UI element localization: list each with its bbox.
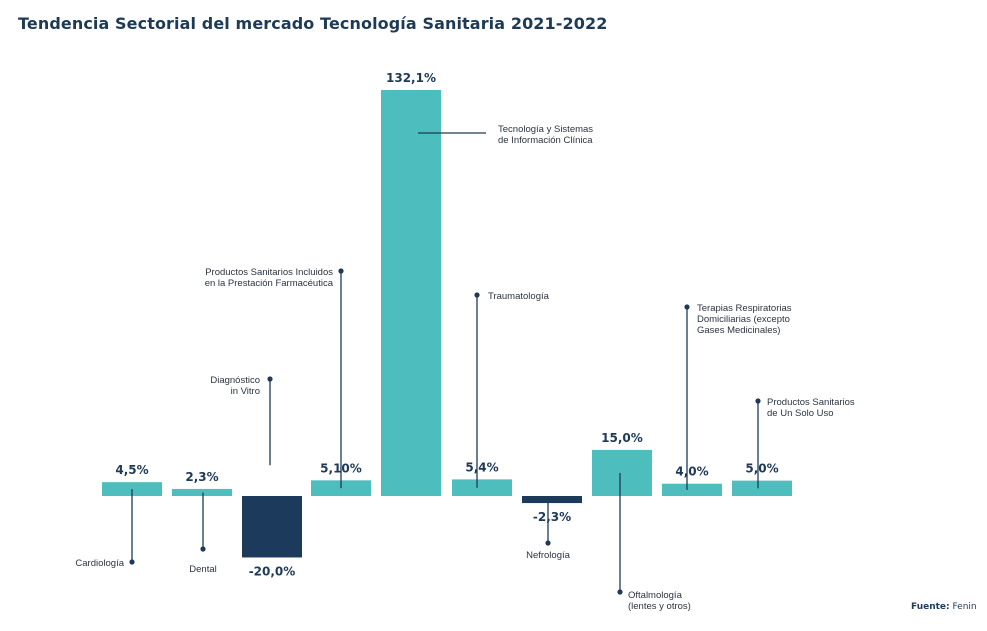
leader-dot [267, 376, 273, 382]
leader-dot [617, 589, 623, 595]
category-label-line: Nefrología [526, 550, 571, 561]
category-label-line: in Vitro [231, 386, 260, 397]
category-label-line: Terapias Respiratorias [697, 303, 792, 314]
category-label-line: Productos Sanitarios Incluidos [205, 267, 333, 278]
data-label: 2,3% [185, 470, 218, 484]
category-label-line: (lentes y otros) [628, 601, 691, 612]
category-label-line: Diagnóstico [210, 375, 260, 386]
data-label: 132,1% [386, 71, 436, 85]
category-label: Terapias Respiratorias Domiciliarias (exc… [697, 303, 792, 336]
bar [172, 488, 232, 496]
source-label: Fuente: [911, 602, 950, 612]
bar [522, 496, 582, 504]
bar [381, 90, 441, 496]
source-note: Fuente: Fenin [911, 602, 977, 612]
leader-dot [684, 304, 690, 310]
data-label: 5,0% [745, 462, 778, 476]
bar [242, 496, 302, 558]
category-label-line: Traumatología [488, 291, 550, 302]
data-label: 4,0% [675, 465, 708, 479]
leader-dot [200, 546, 206, 552]
leader-dot [755, 398, 761, 404]
category-label: Tecnología y Sistemas de Información Clín… [498, 124, 593, 146]
category-label: Diagnóstico in Vitro [210, 375, 260, 397]
data-label: 5,4% [465, 460, 498, 474]
category-label-line: Cardiología [75, 558, 124, 569]
chart-title: Tendencia Sectorial del mercado Tecnolog… [18, 14, 608, 33]
category-label-line: en la Prestación Farmacéutica [205, 278, 334, 289]
category-label: Productos Sanitarios Incluidos en la Pres… [205, 267, 334, 289]
category-label-line: de Información Clínica [498, 135, 593, 146]
data-label: -2,3% [533, 510, 571, 524]
category-label: Nefrología [526, 550, 571, 561]
bar [662, 483, 722, 496]
leader-dot [545, 540, 551, 546]
bar [732, 480, 792, 496]
category-label: Cardiología [75, 558, 124, 569]
leader-dot [129, 559, 135, 565]
category-label-line: Tecnología y Sistemas [498, 124, 593, 135]
category-label: Oftalmología (lentes y otros) [628, 590, 691, 612]
category-label-line: Dental [189, 564, 216, 575]
category-label-line: de Un Solo Uso [767, 408, 834, 419]
category-label: Productos Sanitarios de Un Solo Uso [767, 397, 855, 419]
category-label-line: Oftalmología [628, 590, 683, 601]
leader-dot [338, 268, 344, 274]
category-label: Dental [189, 564, 216, 575]
category-label-line: Productos Sanitarios [767, 397, 855, 408]
leader-dot [474, 292, 480, 298]
data-label: -20,0% [249, 564, 296, 578]
source-value: Fenin [952, 602, 977, 612]
bar [452, 479, 512, 496]
bar [592, 449, 652, 496]
category-label: Traumatología [488, 291, 550, 302]
category-label-line: Domiciliarias (excepto [697, 314, 790, 325]
category-label-line: Gases Medicinales) [697, 325, 780, 336]
data-label: 4,5% [115, 463, 148, 477]
data-label: 15,0% [601, 431, 643, 445]
